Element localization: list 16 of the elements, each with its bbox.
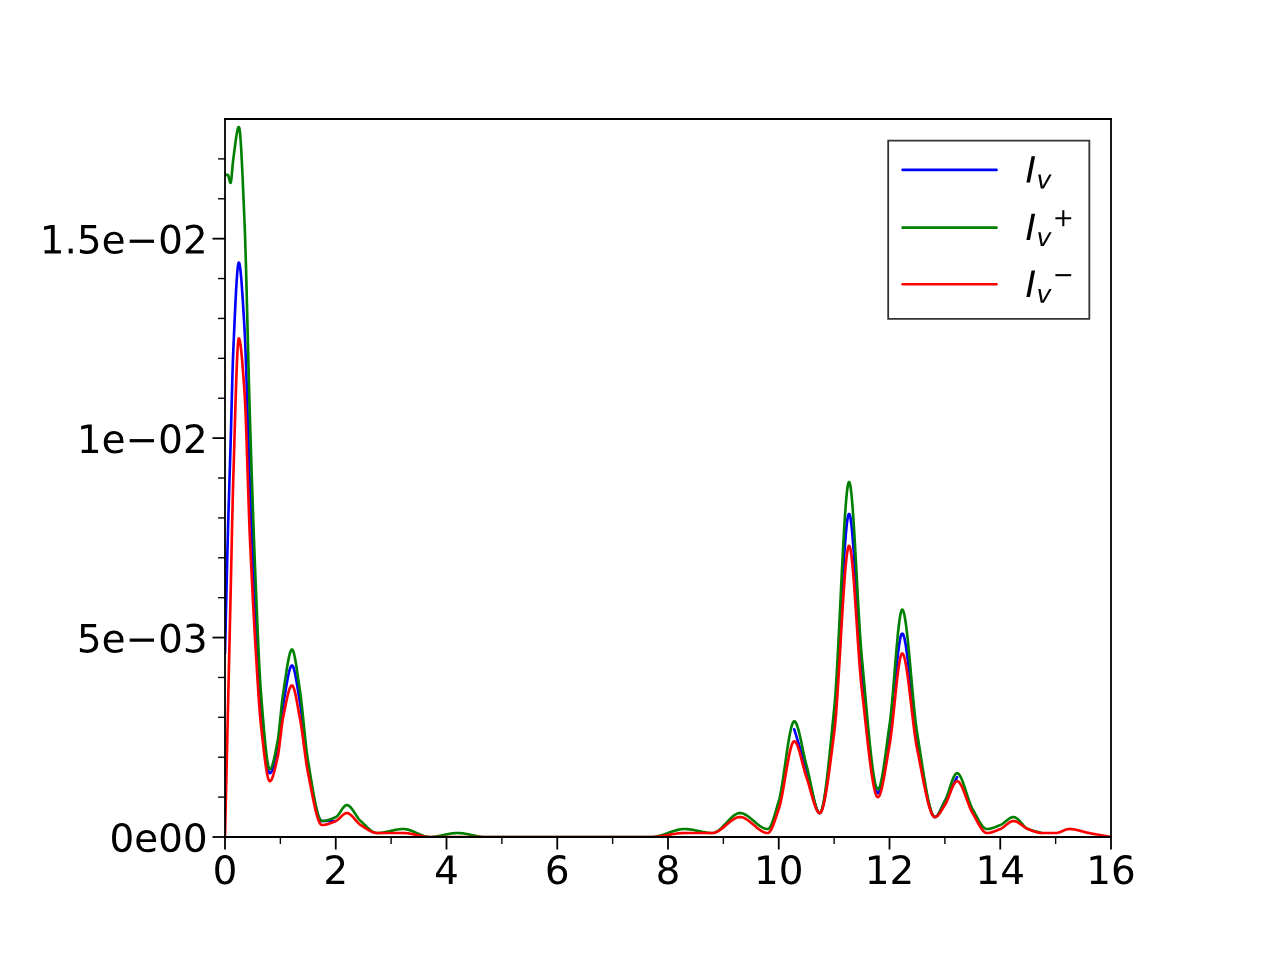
y-tick-label: 0e00 xyxy=(112,822,206,853)
legend-label: I$_{v}$ xyxy=(1026,156,1052,189)
y-tick-label: 1.5e−02 xyxy=(44,224,204,254)
x-tick-label: 2 xyxy=(326,855,345,884)
x-tick-label: 4 xyxy=(436,855,457,884)
legend-label: I$_{v}$$^{+}$ xyxy=(1026,210,1072,246)
x-tick-label: 6 xyxy=(547,855,568,885)
x-tick-label: 8 xyxy=(658,855,678,885)
x-tick-label: 14 xyxy=(979,855,1023,884)
x-tick-label: 12 xyxy=(869,855,911,884)
x-tick-label: 10 xyxy=(758,855,801,885)
y-tick-label: 5e−03 xyxy=(79,623,205,653)
x-tick-label: 16 xyxy=(1090,855,1134,885)
y-tick-label: 1e−02 xyxy=(81,424,204,454)
x-tick-label: 0 xyxy=(215,855,235,885)
legend-label: I$_{v}$$^{−}$ xyxy=(1026,270,1072,303)
